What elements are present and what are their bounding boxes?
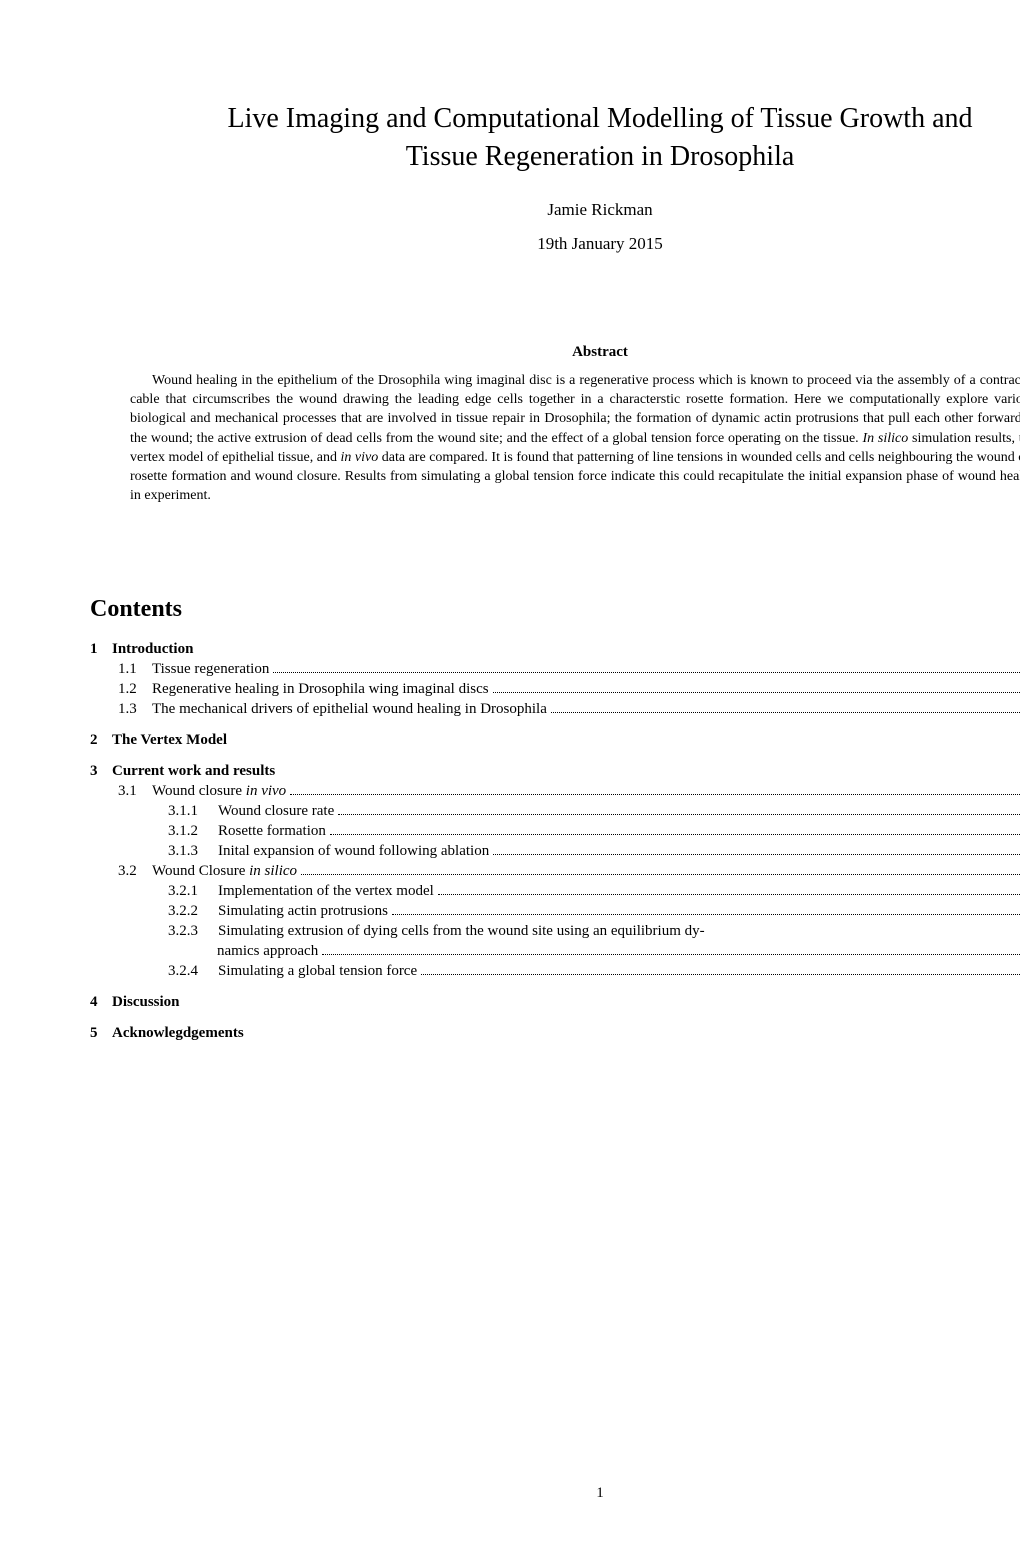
toc-label: Inital expansion of wound following abla… [218, 843, 489, 860]
toc-label: The Vertex Model [112, 732, 227, 749]
toc-dots [392, 914, 1020, 915]
toc-label: Simulating extrusion of dying cells from… [218, 923, 705, 940]
toc-section-current-work: 3 Current work and results 5 [90, 763, 1020, 780]
toc-label-italic: in silico [249, 863, 297, 879]
toc-label: Simulating a global tension force [218, 963, 417, 980]
toc-label: Implementation of the vertex model [218, 883, 434, 900]
toc-sub-tissue-regeneration: 1.1 Tissue regeneration 2 [90, 661, 1020, 678]
toc-label: Simulating actin protrusions [218, 903, 388, 920]
toc-label: namics approach [217, 943, 318, 960]
toc-num: 3.1.2 [168, 823, 218, 840]
toc-sub-mechanical-drivers: 1.3 The mechanical drivers of epithelial… [90, 701, 1020, 718]
toc-subsub-global-tension: 3.2.4 Simulating a global tension force … [90, 963, 1020, 980]
toc-label: Wound Closure in silico [152, 863, 297, 880]
toc-subsub-wound-closure-rate: 3.1.1 Wound closure rate 5 [90, 803, 1020, 820]
toc-num: 3.2.2 [168, 903, 218, 920]
toc-subsub-initial-expansion: 3.1.3 Inital expansion of wound followin… [90, 843, 1020, 860]
toc-dots [493, 692, 1020, 693]
contents-heading: Contents [90, 596, 1020, 623]
toc-num: 1 [90, 641, 112, 658]
toc-subsub-actin-protrusions: 3.2.2 Simulating actin protrusions 8 [90, 903, 1020, 920]
toc-label: Wound closure rate [218, 803, 334, 820]
toc-section-discussion: 4 Discussion 11 [90, 994, 1020, 1011]
toc-num: 1.1 [118, 661, 152, 678]
abstract-heading: Abstract [90, 344, 1020, 361]
abstract-body: Wound healing in the epithelium of the D… [90, 371, 1020, 506]
toc-label: The mechanical drivers of epithelial wou… [152, 701, 547, 718]
toc-num: 3.2.1 [168, 883, 218, 900]
toc-label-pre: Wound closure [152, 783, 246, 799]
toc-num: 3.1.3 [168, 843, 218, 860]
toc-label: Rosette formation [218, 823, 326, 840]
toc-num: 3.2.3 [168, 923, 218, 940]
paper-title: Live Imaging and Computational Modelling… [90, 100, 1020, 176]
toc-subsub-extrusion-line1: 3.2.3 Simulating extrusion of dying cell… [90, 923, 1020, 940]
toc-dots [421, 974, 1020, 975]
toc-num: 3.1 [118, 783, 152, 800]
toc-num: 5 [90, 1025, 112, 1042]
toc-num: 3 [90, 763, 112, 780]
toc-subsub-extrusion-line2: namics approach 9 [90, 943, 1020, 960]
toc-dots [290, 794, 1020, 795]
date: 19th January 2015 [90, 234, 1020, 254]
author: Jamie Rickman [90, 200, 1020, 220]
toc-dots [493, 854, 1020, 855]
toc-label: Introduction [112, 641, 193, 658]
page-number: 1 [90, 1485, 1020, 1502]
toc-label: Regenerative healing in Drosophila wing … [152, 681, 489, 698]
toc-label: Wound closure in vivo [152, 783, 286, 800]
toc-section-vertex-model: 2 The Vertex Model 4 [90, 732, 1020, 749]
toc-section-introduction: 1 Introduction 2 [90, 641, 1020, 658]
toc-subsub-rosette-formation: 3.1.2 Rosette formation 5 [90, 823, 1020, 840]
toc-dots [330, 834, 1020, 835]
toc-num: 1.2 [118, 681, 152, 698]
paper-page: { "title_line1": "Live Imaging and Compu… [90, 100, 1020, 1542]
toc-dots [322, 954, 1020, 955]
toc-dots [551, 712, 1020, 713]
toc-num: 2 [90, 732, 112, 749]
toc-num: 1.3 [118, 701, 152, 718]
toc-dots [438, 894, 1020, 895]
toc-label: Tissue regeneration [152, 661, 269, 678]
table-of-contents: 1 Introduction 2 1.1 Tissue regeneration… [90, 641, 1020, 1042]
toc-num: 3.1.1 [168, 803, 218, 820]
toc-section-acknowledgements: 5 Acknowlegdgements 12 [90, 1025, 1020, 1042]
title-line-1: Live Imaging and Computational Modelling… [227, 103, 972, 134]
toc-label-pre: Wound Closure [152, 863, 249, 879]
toc-num: 3.2.4 [168, 963, 218, 980]
toc-label: Acknowlegdgements [112, 1025, 244, 1042]
toc-label-italic: in vivo [246, 783, 286, 799]
toc-dots [273, 672, 1020, 673]
toc-label: Current work and results [112, 763, 275, 780]
toc-sub-wound-closure-silico: 3.2 Wound Closure in silico 7 [90, 863, 1020, 880]
abstract-italic-2: in vivo [340, 450, 378, 465]
title-line-2: Tissue Regeneration in Drosophila [406, 141, 795, 172]
toc-sub-regenerative-healing: 1.2 Regenerative healing in Drosophila w… [90, 681, 1020, 698]
toc-sub-wound-closure-vivo: 3.1 Wound closure in vivo 5 [90, 783, 1020, 800]
toc-dots [338, 814, 1020, 815]
toc-label: Discussion [112, 994, 180, 1011]
abstract-italic-1: In silico [862, 431, 908, 446]
toc-subsub-implementation: 3.2.1 Implementation of the vertex model… [90, 883, 1020, 900]
toc-num: 4 [90, 994, 112, 1011]
toc-num: 3.2 [118, 863, 152, 880]
toc-dots [301, 874, 1020, 875]
